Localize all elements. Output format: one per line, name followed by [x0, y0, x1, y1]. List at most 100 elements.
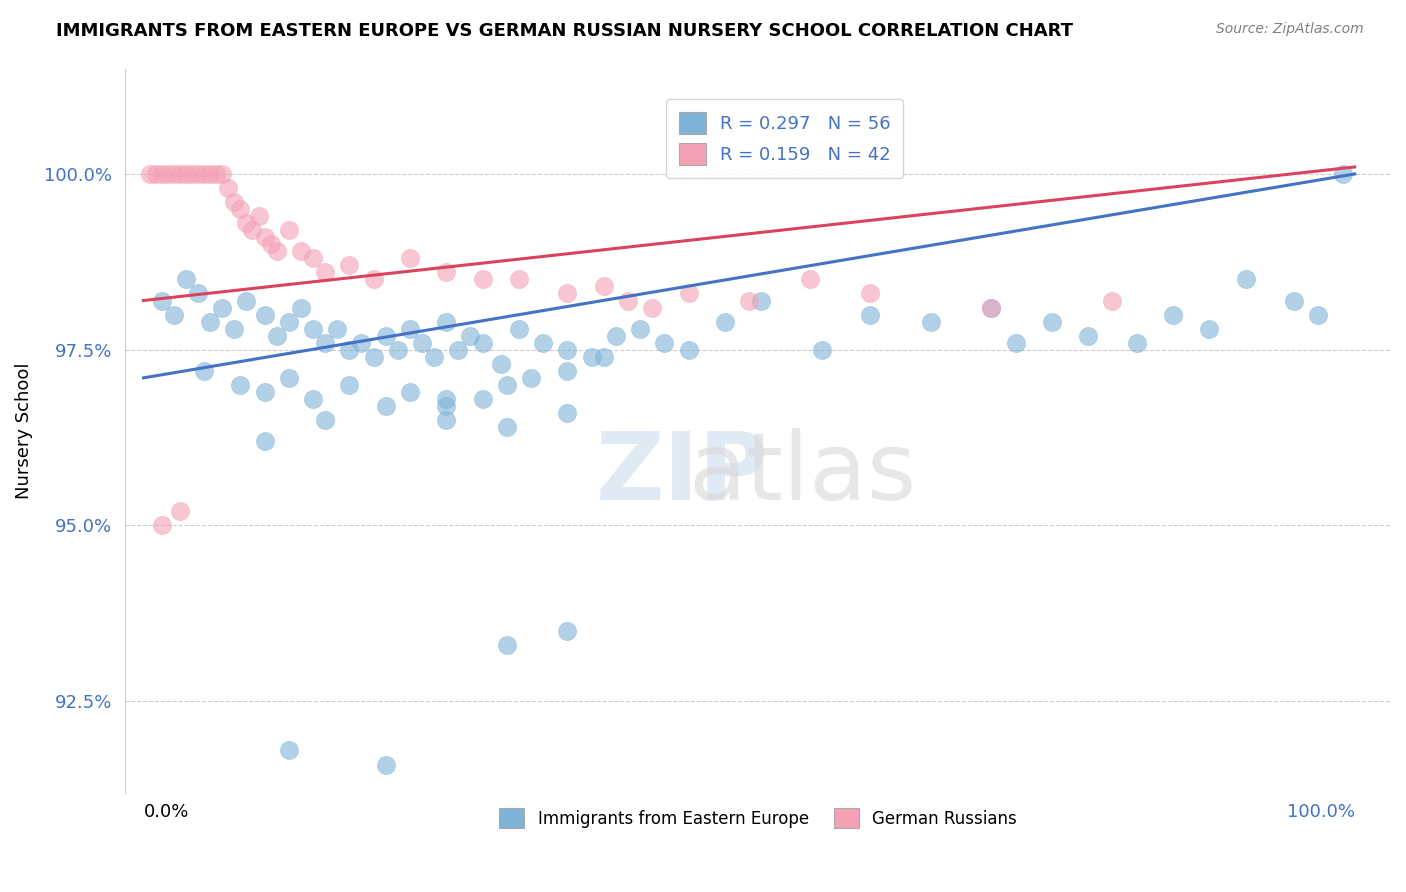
- Point: [277, 371, 299, 385]
- Point: [434, 399, 457, 413]
- Point: [1308, 308, 1330, 322]
- Point: [738, 293, 761, 308]
- Point: [557, 286, 579, 301]
- Point: [211, 301, 233, 315]
- Point: [253, 384, 276, 399]
- Text: atlas: atlas: [689, 428, 917, 520]
- Point: [423, 350, 446, 364]
- Point: [374, 399, 396, 413]
- Point: [592, 279, 614, 293]
- Point: [399, 384, 422, 399]
- Point: [224, 195, 246, 210]
- Point: [652, 335, 675, 350]
- Point: [211, 167, 233, 181]
- Text: 100.0%: 100.0%: [1286, 803, 1354, 822]
- Point: [581, 350, 603, 364]
- Point: [290, 244, 312, 259]
- Point: [277, 315, 299, 329]
- Point: [447, 343, 470, 357]
- Text: ZIP: ZIP: [596, 428, 769, 520]
- Point: [277, 743, 299, 757]
- Point: [1125, 335, 1147, 350]
- Point: [434, 315, 457, 329]
- Point: [628, 321, 651, 335]
- Point: [557, 364, 579, 378]
- Point: [641, 301, 664, 315]
- Point: [1331, 167, 1354, 181]
- Text: IMMIGRANTS FROM EASTERN EUROPE VS GERMAN RUSSIAN NURSERY SCHOOL CORRELATION CHAR: IMMIGRANTS FROM EASTERN EUROPE VS GERMAN…: [56, 22, 1073, 40]
- Point: [242, 223, 264, 237]
- Point: [859, 308, 882, 322]
- Point: [253, 230, 276, 244]
- Point: [1004, 335, 1026, 350]
- Point: [259, 237, 281, 252]
- Point: [187, 167, 209, 181]
- Point: [235, 216, 257, 230]
- Point: [605, 328, 627, 343]
- Point: [399, 252, 422, 266]
- Point: [205, 167, 228, 181]
- Point: [314, 335, 336, 350]
- Point: [1234, 272, 1257, 286]
- Point: [859, 286, 882, 301]
- Point: [799, 272, 821, 286]
- Point: [247, 209, 270, 223]
- Point: [363, 350, 385, 364]
- Point: [617, 293, 640, 308]
- Point: [229, 202, 252, 216]
- Point: [350, 335, 373, 350]
- Point: [277, 223, 299, 237]
- Point: [1040, 315, 1063, 329]
- Point: [302, 392, 325, 406]
- Point: [253, 434, 276, 449]
- Point: [471, 272, 494, 286]
- Text: Source: ZipAtlas.com: Source: ZipAtlas.com: [1216, 22, 1364, 37]
- Point: [495, 377, 517, 392]
- Point: [1198, 321, 1220, 335]
- Point: [374, 757, 396, 772]
- Point: [337, 259, 360, 273]
- Point: [489, 357, 512, 371]
- Point: [138, 167, 160, 181]
- Point: [150, 293, 173, 308]
- Point: [314, 413, 336, 427]
- Point: [1101, 293, 1123, 308]
- Point: [314, 265, 336, 279]
- Point: [217, 181, 239, 195]
- Point: [145, 167, 167, 181]
- Point: [749, 293, 772, 308]
- Point: [163, 167, 186, 181]
- Point: [678, 286, 700, 301]
- Point: [1161, 308, 1184, 322]
- Point: [1077, 328, 1099, 343]
- Legend: Immigrants from Eastern Europe, German Russians: Immigrants from Eastern Europe, German R…: [492, 801, 1024, 835]
- Point: [302, 252, 325, 266]
- Point: [169, 504, 191, 518]
- Point: [471, 392, 494, 406]
- Point: [531, 335, 554, 350]
- Point: [150, 167, 173, 181]
- Point: [235, 293, 257, 308]
- Point: [163, 308, 186, 322]
- Point: [169, 167, 191, 181]
- Point: [495, 638, 517, 652]
- Point: [174, 167, 197, 181]
- Point: [592, 350, 614, 364]
- Point: [374, 328, 396, 343]
- Point: [980, 301, 1002, 315]
- Point: [326, 321, 349, 335]
- Point: [156, 167, 179, 181]
- Point: [302, 321, 325, 335]
- Point: [193, 364, 215, 378]
- Point: [520, 371, 543, 385]
- Point: [266, 328, 288, 343]
- Point: [411, 335, 433, 350]
- Point: [224, 321, 246, 335]
- Point: [557, 343, 579, 357]
- Text: 0.0%: 0.0%: [143, 803, 188, 822]
- Point: [193, 167, 215, 181]
- Point: [290, 301, 312, 315]
- Point: [460, 328, 482, 343]
- Point: [266, 244, 288, 259]
- Point: [980, 301, 1002, 315]
